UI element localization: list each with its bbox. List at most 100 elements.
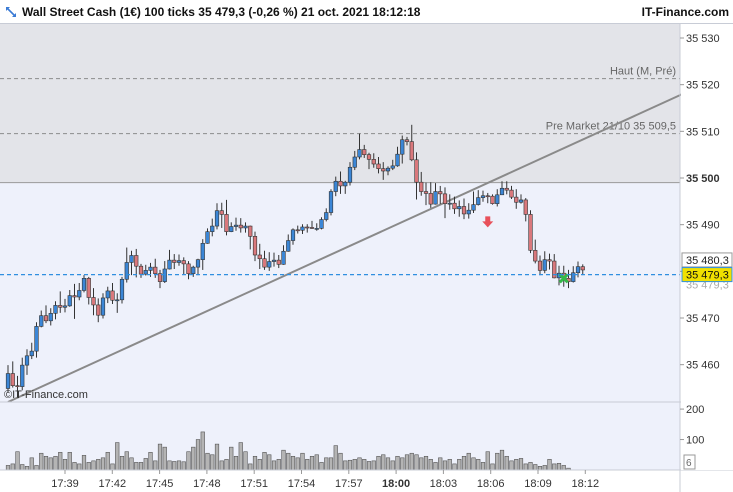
volume-tick-label: 100 (686, 435, 704, 447)
candle-down (110, 290, 115, 301)
volume-bar (305, 459, 310, 471)
candle-down (376, 163, 381, 169)
volume-bar (528, 462, 533, 471)
volume-bar (395, 455, 400, 471)
candle-up (129, 255, 134, 263)
candle-down (514, 196, 519, 203)
candle-down (138, 265, 144, 275)
candle-down (485, 195, 490, 198)
volume-bar (15, 451, 20, 471)
volume-bar (248, 463, 253, 471)
time-axis: 17:39 17:42 17:45 17:48 17:51 17:54 17:57 18:00… (51, 470, 599, 490)
trendline-layer (7, 93, 683, 403)
candle-down (257, 254, 262, 260)
candle-down (404, 139, 410, 142)
volume-bar (552, 463, 557, 471)
candle-down (134, 255, 139, 267)
volume-bar (547, 459, 552, 471)
candle-up (233, 224, 239, 227)
volume-bar (347, 459, 353, 471)
volume-bar (271, 460, 277, 471)
volume-bar (438, 457, 443, 471)
candle-up (447, 202, 452, 205)
candle-down (438, 191, 443, 195)
candle-down (153, 266, 158, 274)
volume-bar (172, 461, 177, 471)
candle-down (295, 229, 300, 232)
candle-up (571, 272, 576, 282)
volume-bar (100, 457, 106, 471)
volume-bar (461, 455, 467, 471)
candle-up (499, 187, 505, 196)
volume-bar (129, 457, 134, 471)
volume-bar (153, 460, 158, 471)
candle-up (385, 167, 391, 172)
buy-cross-icon (558, 273, 569, 284)
candle-up (324, 212, 329, 220)
volume-bar (276, 459, 281, 471)
candle-down (43, 315, 49, 322)
time-tick-label: 17:48 (193, 478, 221, 490)
brand-logo[interactable]: IT-Finance.com (641, 5, 729, 19)
candle-up (67, 295, 72, 307)
candle-up (471, 204, 476, 211)
candle-up (24, 355, 30, 366)
volume-bar (433, 462, 438, 471)
candle-down (262, 258, 267, 268)
last-volume-box (683, 454, 696, 470)
candle-up (77, 290, 82, 298)
last-close-box (681, 252, 733, 268)
candle-up (176, 260, 182, 263)
candle-up (124, 262, 129, 280)
candle-down (547, 259, 552, 262)
volume-bar (233, 455, 239, 471)
current-price-box (681, 267, 733, 283)
volume-bar (385, 457, 391, 471)
candle-down (15, 385, 20, 387)
volume-bar (257, 459, 262, 471)
candle-up (347, 166, 353, 183)
candle-up (300, 226, 305, 231)
candle-down (181, 260, 186, 265)
volume-bar (476, 459, 481, 471)
candle-up (39, 315, 44, 327)
volume-bar (442, 460, 448, 471)
volume-bar (381, 454, 386, 471)
volume-bar (62, 459, 68, 471)
volume-bar (81, 455, 87, 471)
buy-cross-stroke (558, 273, 569, 284)
volume-bar (404, 454, 410, 471)
volume-bar (471, 457, 476, 471)
volume-bar (229, 446, 234, 471)
expand-icon[interactable] (5, 6, 17, 18)
candle-up (48, 313, 53, 322)
volume-bar (509, 460, 514, 471)
candle-down (381, 168, 386, 172)
volume-bar (328, 457, 334, 471)
volume-bar (119, 455, 125, 471)
candle-down (309, 227, 315, 229)
volume-bar (518, 458, 524, 471)
volume-bar (466, 452, 471, 471)
volume-bar (452, 463, 457, 471)
premarket-band (0, 24, 680, 183)
candle-up (343, 181, 348, 187)
time-tick-label: 17:39 (51, 478, 79, 490)
volume-bar (362, 459, 367, 471)
volume-bar (176, 460, 182, 471)
candle-up (20, 364, 25, 387)
volume-bar (58, 452, 63, 471)
candle-up (480, 195, 486, 198)
volume-bar (390, 460, 395, 471)
candle-down (509, 189, 514, 198)
candle-up (290, 229, 296, 241)
volume-bar (343, 460, 348, 471)
candle-down (504, 187, 509, 191)
candle-down (414, 159, 419, 183)
volume-bar (252, 455, 258, 471)
watermark: ©IT-Finance.com (4, 389, 88, 401)
candle-down (490, 195, 495, 204)
candle-up (357, 149, 362, 158)
